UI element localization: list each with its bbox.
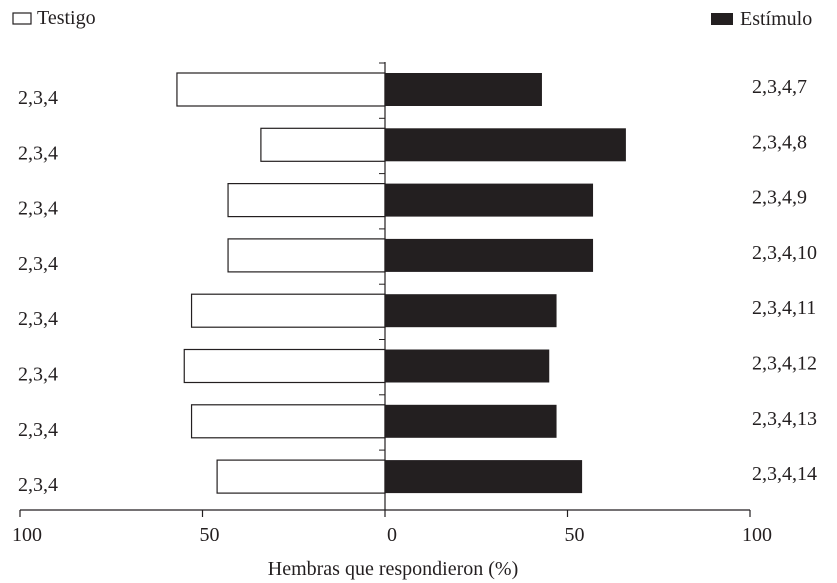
legend-swatch-testigo [12,12,32,25]
x-axis [20,62,750,511]
category-label-right-4: 2,3,4,10 [752,242,817,264]
category-label-left-5: 2,3,4 [18,308,58,330]
category-label-right-7: 2,3,4,13 [752,408,817,430]
bar-testigo-4 [227,238,386,273]
x-tick-label: 100 [12,524,42,546]
right-category-labels: 2,3,4,7 2,3,4,8 2,3,4,9 2,3,4,10 2,3,4,11 2,3… [752,76,817,485]
bar-testigo-6 [183,348,386,384]
bar-testigo-5 [190,293,386,328]
bar-testigo-8 [216,459,386,494]
category-label-right-6: 2,3,4,12 [752,353,817,375]
category-label-left-6: 2,3,4 [18,364,58,386]
legend: Testigo Estímulo [12,7,812,30]
x-tick-label: 50 [200,524,220,546]
bar-estimulo-7 [385,404,557,438]
legend-label-testigo: Testigo [37,7,96,29]
x-ticks: 100 50 0 50 100 [12,510,772,546]
category-label-right-1: 2,3,4,7 [752,76,807,98]
bar-estimulo-3 [385,183,594,217]
bar-estimulo-6 [385,349,550,383]
bar-estimulo-5 [385,294,557,328]
category-label-right-8: 2,3,4,14 [752,463,817,485]
x-axis-title: Hembras que respondieron (%) [268,558,518,580]
bar-estimulo-2 [385,128,626,162]
left-category-labels: 2,3,4 2,3,4 2,3,4 2,3,4 2,3,4 2,3,4 2,3,4 2,3,4 [18,87,58,496]
bar-estimulo-1 [385,73,542,106]
bar-testigo-3 [227,183,386,218]
bar-estimulo-4 [385,238,594,272]
bar-testigo-1 [176,72,386,107]
legend-swatch-estimulo [711,13,733,25]
category-label-left-2: 2,3,4 [18,142,58,164]
category-label-right-3: 2,3,4,9 [752,187,807,209]
bar-testigo-7 [190,404,386,439]
x-tick-label: 100 [742,524,772,546]
category-label-left-1: 2,3,4 [18,87,58,109]
category-label-left-8: 2,3,4 [18,474,58,496]
category-label-right-2: 2,3,4,8 [752,131,807,153]
x-tick-label: 0 [387,524,397,546]
category-label-left-3: 2,3,4 [18,198,58,220]
category-label-left-4: 2,3,4 [18,253,58,275]
bar-testigo-2 [260,127,386,162]
category-label-right-5: 2,3,4,11 [752,297,816,319]
x-tick-label: 50 [565,524,585,546]
bar-estimulo-8 [385,460,583,494]
bars-group [176,72,626,494]
category-label-left-7: 2,3,4 [18,419,58,441]
legend-label-estimulo: Estímulo [740,8,812,30]
